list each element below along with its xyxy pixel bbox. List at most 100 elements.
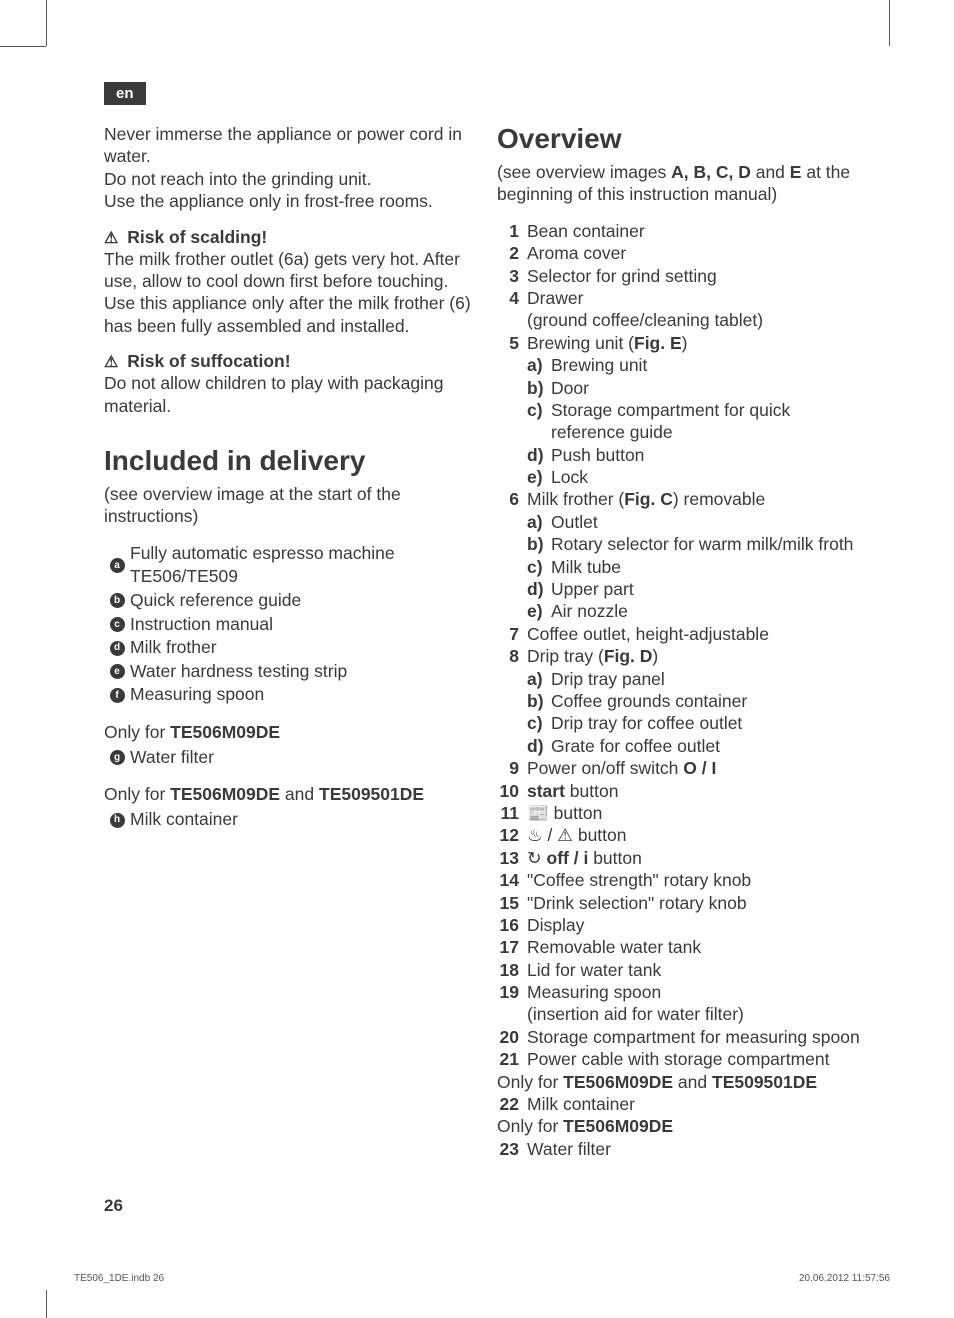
sub-text: Rotary selector for warm milk/milk froth [551,533,864,555]
item-number: 20 [497,1026,527,1048]
item-text: start button [527,780,864,802]
list-item: 7Coffee outlet, height-adjustable [497,623,864,645]
sub-list-item: e)Lock [527,466,864,488]
sub-list-item: d)Grate for coffee outlet [527,735,864,757]
item-text: Drawer(ground coffee/cleaning tablet) [527,287,864,332]
warning-icon: ⚠ [104,230,118,247]
sub-list-item: b)Coffee grounds container [527,690,864,712]
sub-text: Outlet [551,511,864,533]
warning-text-1: The milk frother outlet (6a) gets very h… [104,249,460,291]
sub-list: a)Brewing unitb)Doorc)Storage compartmen… [527,354,864,488]
sub-text: Drip tray for coffee outlet [551,712,864,734]
bullet-marker: e [104,660,130,684]
list-item: 19Measuring spoon(insertion aid for wate… [497,981,864,1026]
delivery-list-only2: hMilk container [104,808,471,832]
item-number: 9 [497,757,527,779]
sub-text: Lock [551,466,864,488]
item-text: Fully automatic espresso machine TE506/T… [130,542,471,589]
warning-icon: ⚠ [104,354,118,371]
bullet-marker: c [104,613,130,637]
item-number: 18 [497,959,527,981]
sub-list: a)Outletb)Rotary selector for warm milk/… [527,511,864,623]
sub-list-item: a)Outlet [527,511,864,533]
item-number: 7 [497,623,527,645]
only-prefix: Only for [104,722,170,742]
item-text: Milk frother [130,636,471,660]
warning-heading-scalding: ⚠ Risk of scalding! [104,227,471,248]
only-for-note: Only for TE506M09DE [104,721,471,744]
delivery-list: aFully automatic espresso machine TE506/… [104,542,471,707]
page-content: en Never immerse the appliance or power … [104,82,864,1216]
crop-mark [46,0,47,46]
item-text: Removable water tank [527,936,864,958]
delivery-list-only1: gWater filter [104,746,471,770]
sub-letter: c) [527,399,551,444]
sub-text: Grate for coffee outlet [551,735,864,757]
item-text: "Drink selection" rotary knob [527,892,864,914]
list-item: 21Power cable with storage compartment [497,1048,864,1070]
item-text: Quick reference guide [130,589,471,613]
sub-text: Push button [551,444,864,466]
list-item: 1Bean container [497,220,864,242]
list-item: eWater hardness testing strip [104,660,471,684]
list-item: fMeasuring spoon [104,683,471,707]
item-text: Drip tray (Fig. D)a)Drip tray panelb)Cof… [527,645,864,757]
sub-letter: b) [527,533,551,555]
bullet-marker: d [104,636,130,660]
item-text: Bean container [527,220,864,242]
sub-list-item: e)Air nozzle [527,600,864,622]
crop-mark [889,0,890,46]
sub-list-item: d)Push button [527,444,864,466]
model-number: TE506M09DE [563,1116,673,1136]
only-for-note: Only for TE506M09DE and TE509501DE [104,783,471,806]
item-text: Milk container [130,808,471,832]
item-text: Water filter [130,746,471,770]
sub-letter: e) [527,466,551,488]
item-number: 16 [497,914,527,936]
sub-list-item: a)Drip tray panel [527,668,864,690]
list-item: 6Milk frother (Fig. C) removablea)Outlet… [497,488,864,622]
item-text: Lid for water tank [527,959,864,981]
item-text: Milk container [527,1093,864,1115]
sub-letter: a) [527,668,551,690]
item-number: 21 [497,1048,527,1070]
left-column: Never immerse the appliance or power cor… [104,123,471,1160]
sub-text: Coffee grounds container [551,690,864,712]
item-text: "Coffee strength" rotary knob [527,869,864,891]
list-item: 16Display [497,914,864,936]
item-number: 13 [497,847,527,869]
list-item: 23Water filter [497,1138,864,1160]
warning-body: Use this appliance only after the milk f… [104,292,471,337]
item-text: Milk frother (Fig. C) removablea)Outletb… [527,488,864,622]
list-item: cInstruction manual [104,613,471,637]
item-text: Measuring spoon(insertion aid for water … [527,981,864,1026]
model-number: TE506M09DE [563,1072,673,1092]
sub-letter: c) [527,712,551,734]
model-number: TE506M09DE [170,722,280,742]
sub-text: (see overview images [497,162,671,182]
page-number: 26 [104,1196,864,1216]
item-text: Coffee outlet, height-adjustable [527,623,864,645]
list-item: aFully automatic espresso machine TE506/… [104,542,471,589]
model-number: TE509501DE [319,784,424,804]
item-number: 15 [497,892,527,914]
item-text: 📰 button [527,802,864,824]
overview-list-extra: 22Milk container [497,1093,864,1115]
item-number: 1 [497,220,527,242]
item-number: 19 [497,981,527,1026]
sub-list-item: c)Milk tube [527,556,864,578]
section-subtitle: (see overview images A, B, C, D and E at… [497,161,864,206]
warning-text-2: Use this appliance only after the milk f… [104,293,471,335]
item-number: 6 [497,488,527,622]
only-mid: and [673,1072,712,1092]
only-prefix: Only for [497,1116,563,1136]
item-text: Display [527,914,864,936]
list-item: 5Brewing unit (Fig. E)a)Brewing unitb)Do… [497,332,864,489]
page-footer: TE506_1DE.indb 26 20.06.2012 11:57:56 [74,1273,890,1284]
sub-letter: d) [527,735,551,757]
button-icon: 📰 [527,803,549,823]
list-item: hMilk container [104,808,471,832]
sub-letter: a) [527,354,551,376]
item-number: 11 [497,802,527,824]
list-item: 11📰 button [497,802,864,824]
